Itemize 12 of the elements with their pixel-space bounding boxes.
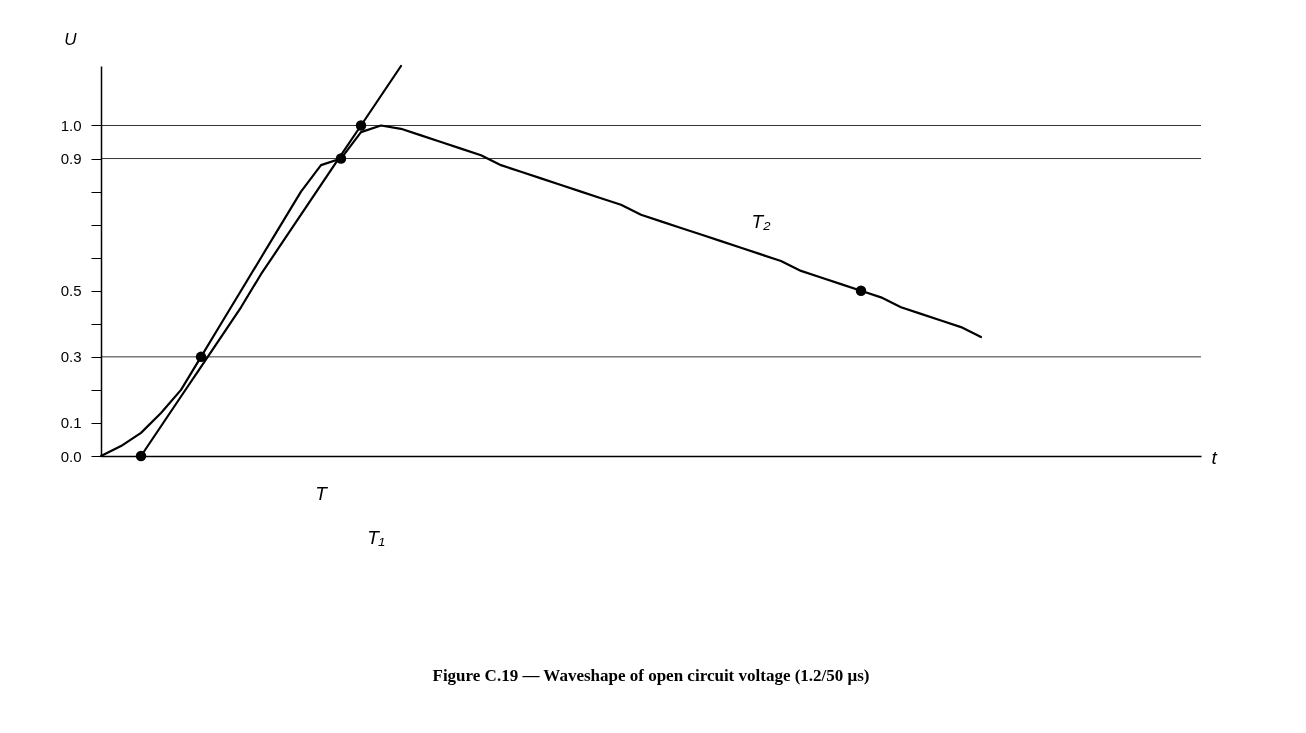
text: T [315, 483, 329, 504]
text: Figure C.19 — Waveshape of open circuit voltage (1.2/50 μs) [432, 666, 870, 685]
annotation: T₂ [751, 211, 772, 232]
y-axis-title: U [64, 29, 78, 49]
y-tick-label: 0.3 [60, 348, 82, 366]
text: t [1211, 447, 1218, 468]
text: T₁ [367, 527, 385, 548]
y-tick-label: 0.9 [60, 150, 82, 168]
y-tick-label: 1.0 [60, 116, 82, 134]
y-tick-label: 0.0 [60, 447, 82, 465]
y-tick-label: 0.1 [60, 414, 82, 432]
y-tick-label: 0.5 [60, 282, 82, 300]
